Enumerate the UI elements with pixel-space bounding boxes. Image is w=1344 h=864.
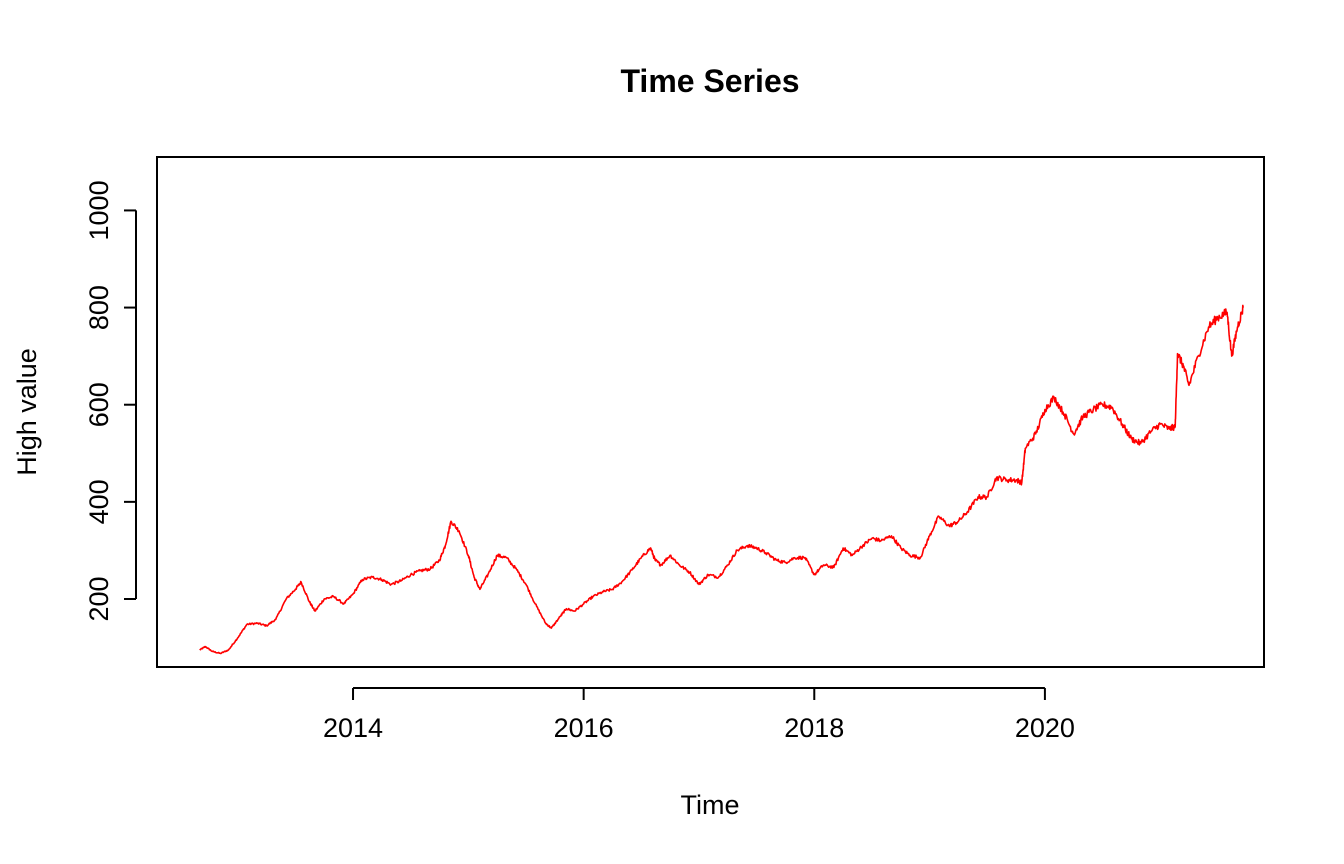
series-line (199, 304, 1244, 655)
x-tick-label: 2020 (1015, 713, 1075, 743)
y-tick-label: 600 (84, 382, 114, 427)
x-tick-label: 2016 (554, 713, 614, 743)
y-tick-label: 1000 (84, 180, 114, 240)
x-tick-label: 2014 (323, 713, 383, 743)
y-axis-label: High value (12, 348, 42, 476)
y-tick-label: 800 (84, 285, 114, 330)
x-tick-label: 2018 (784, 713, 844, 743)
y-tick-label: 400 (84, 479, 114, 524)
x-axis: 2014 2016 2018 2020 (323, 687, 1075, 743)
y-tick-label: 200 (84, 576, 114, 621)
series-layer (199, 304, 1244, 655)
chart-title: Time Series (620, 63, 799, 99)
plot-frame (156, 156, 1265, 668)
x-axis-label: Time (681, 790, 740, 820)
y-axis: 200 400 600 800 1000 (84, 180, 137, 622)
